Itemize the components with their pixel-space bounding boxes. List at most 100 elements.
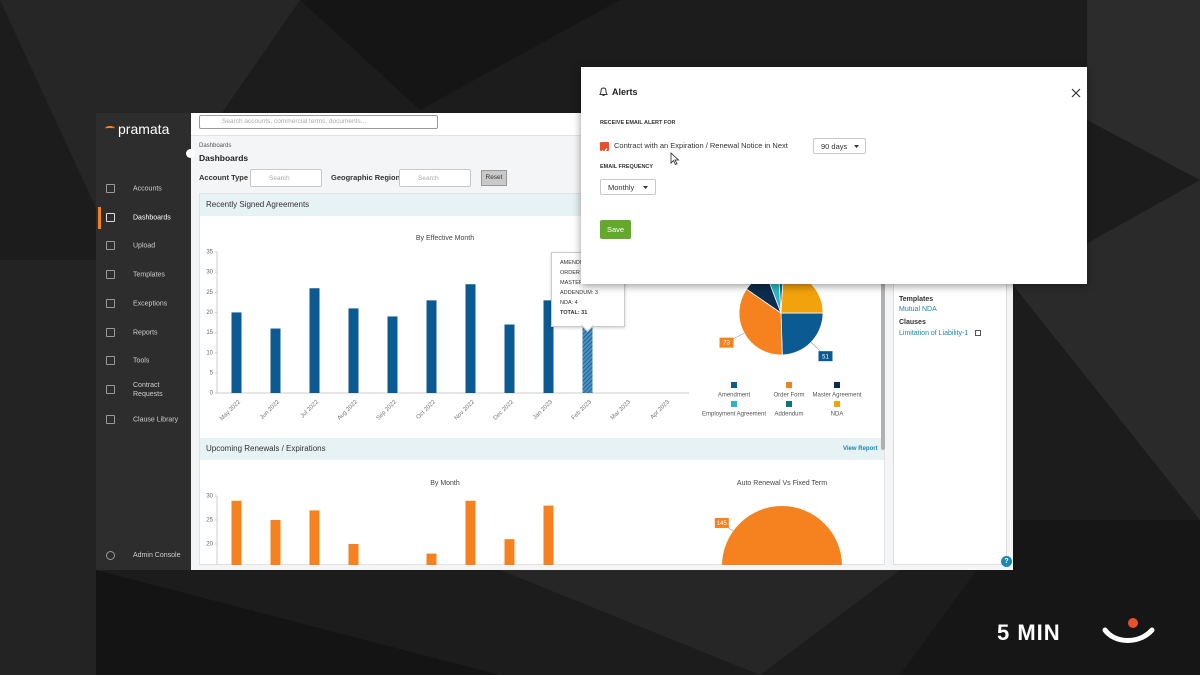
pie-slice[interactable] (780, 312, 824, 356)
pie-slice[interactable] (722, 506, 842, 626)
y-tick-label: 30 (206, 494, 213, 500)
bar[interactable] (231, 500, 242, 640)
nav-icon (106, 328, 115, 337)
panel-title: Upcoming Renewals / Expirations (206, 444, 326, 453)
tooltip-line: ADDENDUM: 3 (560, 290, 598, 296)
bar[interactable] (543, 505, 554, 640)
nav-item[interactable]: Upload (133, 242, 156, 250)
nav-icon (106, 241, 115, 250)
bar[interactable] (270, 520, 281, 640)
reset-button[interactable]: Reset (481, 170, 507, 186)
y-tick-label: 15 (206, 330, 213, 336)
filter-label: Geographic Region (331, 173, 401, 182)
x-tick-label: May 2022 (219, 399, 242, 422)
tooltip-line: MASTER (560, 280, 583, 286)
x-tick-label: Oct 2022 (416, 399, 438, 421)
y-tick-label: 25 (206, 518, 213, 524)
legend-swatch (786, 401, 792, 407)
bar[interactable] (465, 500, 476, 640)
section-label: RECEIVE EMAIL ALERT FOR (600, 120, 676, 126)
legend-label[interactable]: Amendment (718, 393, 751, 399)
y-tick-label: 0 (210, 391, 214, 397)
tooltip-line: ORDER F (560, 270, 585, 276)
bar[interactable] (426, 553, 437, 640)
view-report-link[interactable]: View Report (843, 446, 878, 452)
brand: pramata (118, 121, 170, 137)
nav-icon (106, 213, 115, 222)
admin-icon (106, 551, 115, 560)
dropdown-value: 90 days (821, 142, 848, 151)
y-tick-label: 20 (206, 310, 213, 316)
checkbox[interactable] (600, 142, 609, 154)
caret (854, 145, 859, 148)
tooltip-line: NDA: 4 (560, 300, 578, 306)
bar[interactable] (387, 316, 398, 393)
nav-item[interactable]: Contract Requests (133, 382, 163, 398)
bar[interactable] (348, 308, 359, 393)
bar[interactable] (426, 300, 437, 393)
save-button[interactable]: Save (600, 220, 631, 239)
search-placeholder: Search accounts, commercial terms, docum… (222, 118, 367, 125)
x-tick-label: Dec 2022 (493, 399, 516, 422)
copy-icon[interactable] (975, 330, 981, 336)
dropdown-value: Monthly (608, 183, 635, 192)
legend-label[interactable]: Master Agreement (812, 393, 861, 399)
global-search[interactable]: Search accounts, commercial terms, docum… (199, 115, 438, 129)
bar[interactable] (465, 284, 476, 393)
nav-item[interactable]: Templates (133, 271, 165, 279)
period-dropdown[interactable]: 90 days (813, 138, 866, 154)
tooltip-line: AMENDME (560, 260, 589, 266)
x-tick-label: Jun 2022 (259, 399, 281, 421)
filter-label: Account Type (199, 173, 249, 182)
scrollbar[interactable] (881, 200, 885, 450)
side-panel (893, 280, 1007, 565)
breadcrumb[interactable]: Dashboards (199, 143, 232, 149)
legend-label[interactable]: Addendum (774, 412, 803, 418)
template-link[interactable]: Mutual NDA (899, 306, 937, 313)
clause-link[interactable]: Limitation of Liability-1 (899, 330, 969, 337)
chart-title: Auto Renewal Vs Fixed Term (737, 480, 827, 487)
bar[interactable] (231, 312, 242, 393)
nav-item[interactable]: Reports (133, 329, 158, 337)
bar[interactable] (348, 544, 359, 640)
nav-item[interactable]: Exceptions (133, 300, 168, 308)
nav-item[interactable]: Dashboards (133, 214, 171, 222)
bar[interactable] (309, 288, 320, 393)
legend-swatch (834, 401, 840, 407)
bar[interactable] (543, 300, 554, 393)
nav-icon (106, 385, 115, 394)
modal-title: Alerts (612, 87, 638, 97)
collapse-button[interactable] (186, 149, 195, 158)
label-box (714, 517, 729, 528)
caret (643, 186, 648, 189)
panel-title: Recently Signed Agreements (206, 200, 310, 209)
nav-item[interactable]: Clause Library (133, 416, 179, 424)
bar[interactable] (504, 539, 515, 640)
check (601, 148, 608, 154)
close-button[interactable] (1071, 88, 1081, 98)
x-tick-label: Apr 2023 (650, 399, 672, 421)
logo (1102, 618, 1155, 643)
filter-input[interactable]: Search (399, 169, 471, 187)
chart-title: By Month (430, 480, 460, 487)
legend-label[interactable]: NDA (831, 412, 844, 418)
nav-icon (106, 270, 115, 279)
bar[interactable] (504, 324, 515, 393)
y-tick-label: 20 (206, 542, 213, 548)
page-title: Dashboards (199, 153, 249, 163)
nav-item[interactable]: Accounts (133, 185, 162, 193)
help-button[interactable]: ? (1001, 556, 1012, 567)
legend-label[interactable]: Employment Agreement (702, 412, 766, 418)
x-tick-label: Jul 2022 (300, 399, 321, 420)
filter-input[interactable]: Search (250, 169, 322, 187)
bar[interactable] (270, 328, 281, 393)
legend-label[interactable]: Order Form (773, 393, 804, 399)
admin-console[interactable]: Admin Console (133, 552, 181, 559)
bar[interactable] (309, 510, 320, 640)
nav-icon (106, 299, 115, 308)
frequency-dropdown[interactable]: Monthly (600, 179, 656, 195)
data-label: 73 (723, 341, 730, 347)
nav-item[interactable]: Tools (133, 357, 150, 365)
y-tick-label: 30 (206, 270, 213, 276)
